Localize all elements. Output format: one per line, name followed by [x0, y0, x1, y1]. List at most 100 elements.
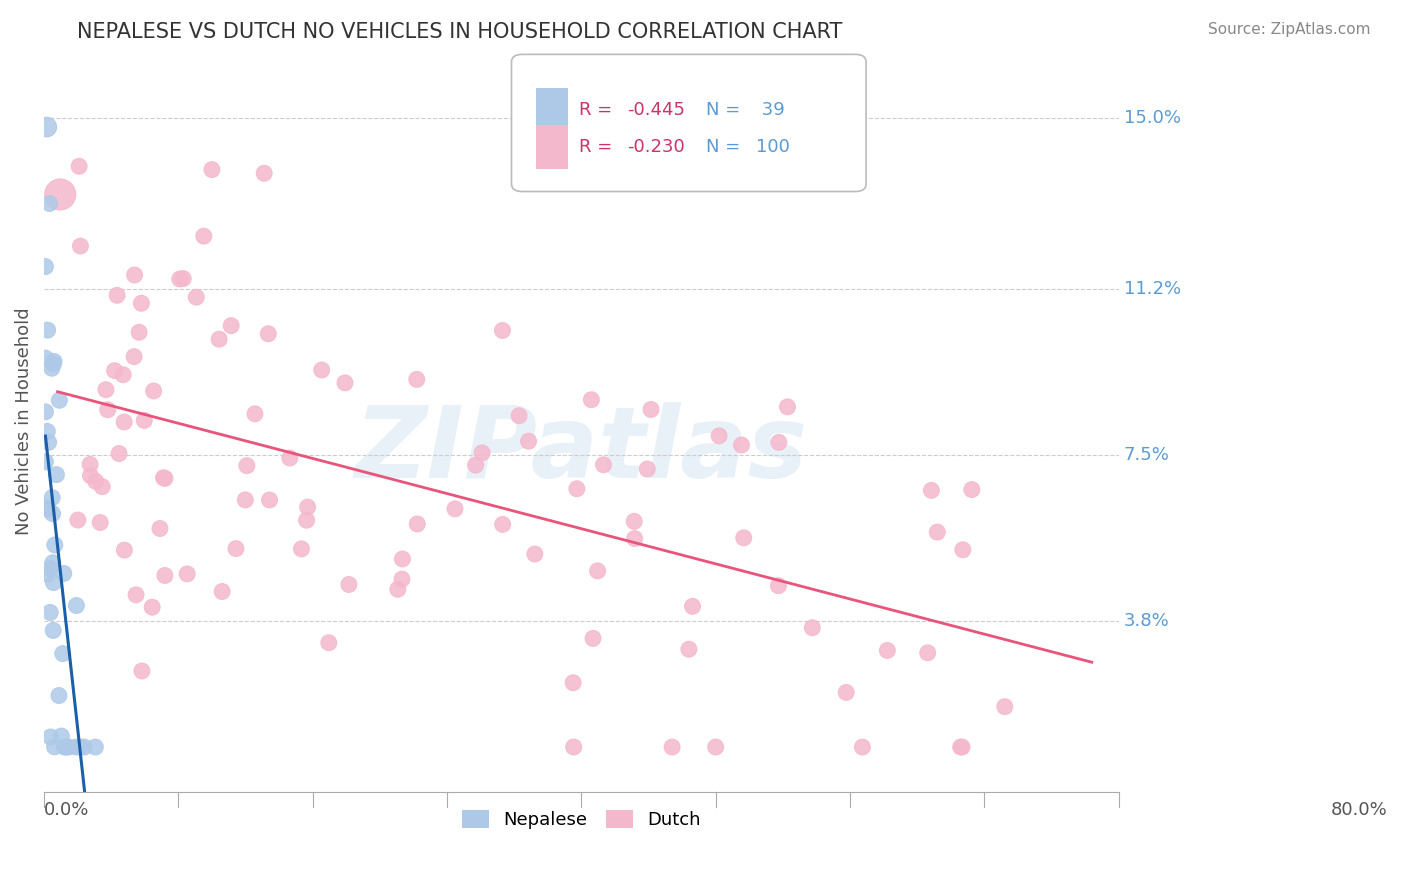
Point	[37, 567, 59, 582]
Point	[186, 290, 208, 304]
Point	[84, 475, 107, 489]
Point	[492, 517, 515, 532]
Point	[44, 538, 66, 552]
Point	[565, 482, 588, 496]
Point	[39, 561, 62, 575]
Point	[233, 492, 256, 507]
Point	[153, 568, 176, 582]
Point	[636, 462, 658, 476]
Point	[69, 239, 91, 253]
Point	[290, 541, 312, 556]
Point	[678, 642, 700, 657]
Point	[562, 739, 585, 754]
Point	[295, 513, 318, 527]
Point	[471, 446, 494, 460]
Text: 0.0%: 0.0%	[44, 801, 90, 819]
Point	[661, 739, 683, 754]
Point	[52, 566, 75, 581]
Point	[311, 363, 333, 377]
Point	[65, 739, 87, 754]
Point	[42, 357, 65, 371]
Point	[104, 363, 127, 377]
Text: 15.0%: 15.0%	[1123, 109, 1181, 127]
Point	[391, 572, 413, 586]
Point	[69, 739, 91, 754]
Text: 7.5%: 7.5%	[1123, 446, 1170, 464]
Point	[84, 739, 107, 754]
Point	[35, 501, 58, 516]
Point	[623, 532, 645, 546]
Text: 39: 39	[756, 101, 785, 119]
Point	[52, 647, 75, 661]
Point	[259, 493, 281, 508]
Point	[38, 435, 60, 450]
Point	[172, 271, 194, 285]
Text: -0.445: -0.445	[627, 101, 686, 119]
Point	[44, 739, 66, 754]
Text: 80.0%: 80.0%	[1330, 801, 1388, 819]
Point	[208, 332, 231, 346]
Point	[876, 643, 898, 657]
Point	[297, 500, 319, 514]
Point	[562, 675, 585, 690]
Point	[768, 579, 790, 593]
Point	[257, 326, 280, 341]
Point	[105, 288, 128, 302]
Point	[592, 458, 614, 472]
Point	[89, 516, 111, 530]
Point	[730, 438, 752, 452]
Point	[464, 458, 486, 472]
Point	[79, 468, 101, 483]
Text: ZIPatlas: ZIPatlas	[354, 402, 808, 500]
Point	[243, 407, 266, 421]
Point	[994, 699, 1017, 714]
Point	[387, 582, 409, 597]
Point	[65, 599, 87, 613]
Point	[950, 739, 973, 754]
Point	[41, 491, 63, 505]
Point	[34, 351, 56, 366]
Point	[333, 376, 356, 390]
Point	[39, 730, 62, 744]
Point	[391, 552, 413, 566]
Point	[176, 566, 198, 581]
Text: NEPALESE VS DUTCH NO VEHICLES IN HOUSEHOLD CORRELATION CHART: NEPALESE VS DUTCH NO VEHICLES IN HOUSEHO…	[77, 22, 842, 42]
Point	[152, 471, 174, 485]
Point	[131, 664, 153, 678]
Point	[34, 260, 56, 274]
Point	[193, 229, 215, 244]
Point	[37, 502, 59, 516]
Point	[640, 402, 662, 417]
Point	[124, 268, 146, 282]
Point	[37, 323, 59, 337]
Point	[53, 739, 76, 754]
Point	[920, 483, 942, 498]
Text: 3.8%: 3.8%	[1123, 612, 1170, 631]
Text: -0.230: -0.230	[627, 138, 685, 156]
Point	[851, 739, 873, 754]
Point	[58, 739, 80, 754]
Point	[444, 501, 467, 516]
Point	[278, 450, 301, 465]
Point	[707, 429, 730, 443]
Point	[236, 458, 259, 473]
Point	[112, 415, 135, 429]
Text: 100: 100	[756, 138, 790, 156]
Point	[125, 588, 148, 602]
Point	[112, 543, 135, 558]
Point	[91, 480, 114, 494]
Point	[38, 196, 60, 211]
Point	[42, 575, 65, 590]
Point	[960, 483, 983, 497]
Point	[682, 599, 704, 614]
Point	[517, 434, 540, 449]
Point	[949, 739, 972, 754]
Point	[491, 323, 513, 337]
Text: N =: N =	[706, 101, 740, 119]
Point	[153, 471, 176, 485]
Point	[34, 455, 56, 469]
Text: Source: ZipAtlas.com: Source: ZipAtlas.com	[1208, 22, 1371, 37]
Y-axis label: No Vehicles in Household: No Vehicles in Household	[15, 308, 32, 535]
Point	[523, 547, 546, 561]
Point	[34, 405, 56, 419]
